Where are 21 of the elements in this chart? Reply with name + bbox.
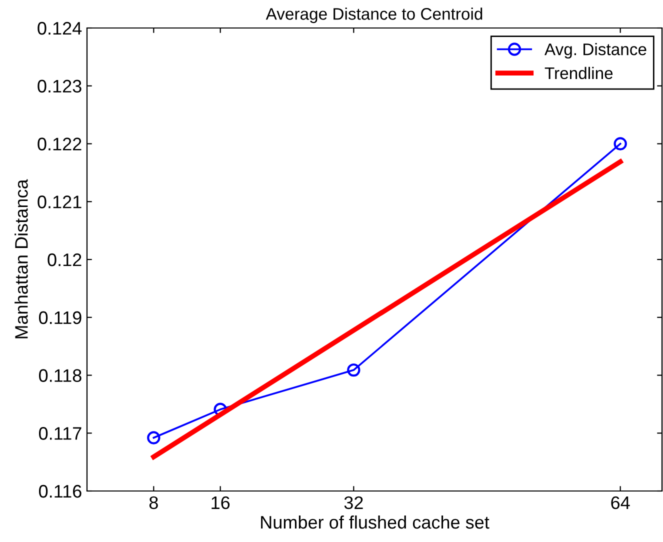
x-tick-label: 8 <box>149 496 158 510</box>
x-tick-label: 16 <box>212 496 230 510</box>
y-tick-label: 0.119 <box>38 311 82 324</box>
y-tick-label: 0.123 <box>38 80 82 93</box>
y-tick-label: 0.121 <box>38 196 82 208</box>
y-tick-label: 0.124 <box>38 22 82 35</box>
legend-label: Avg. Distance <box>544 43 646 59</box>
chart-title: Average Distance to Centroid <box>266 8 482 24</box>
point <box>614 137 627 150</box>
y-tick-label: 0.118 <box>38 369 82 382</box>
x-tick-label: 64 <box>611 496 630 510</box>
y-tick-label: 0.116 <box>38 484 82 498</box>
y-axis-title: Manhattan Distanca <box>14 179 28 338</box>
y-tick-label: 0.122 <box>38 138 82 150</box>
point <box>347 363 360 377</box>
y-tick-label: 0.117 <box>38 427 82 440</box>
legend-label: Trendline <box>544 66 613 80</box>
y-tick-label: 0.12 <box>48 253 82 266</box>
x-axis-title: Number of flushed cache set <box>261 515 490 529</box>
point <box>147 431 160 444</box>
x-tick-label: 32 <box>344 496 363 510</box>
